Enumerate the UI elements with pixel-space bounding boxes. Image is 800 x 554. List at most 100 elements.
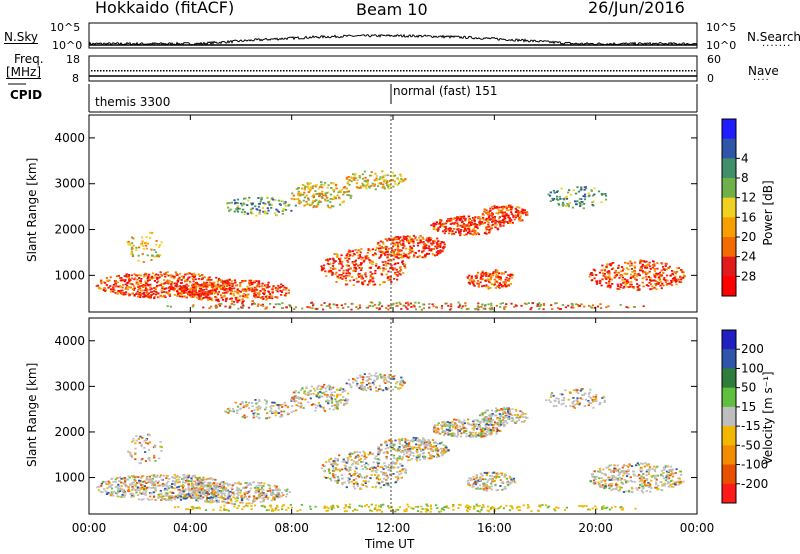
freq-point (118, 70, 120, 72)
data-cell (625, 282, 628, 285)
data-cell (353, 253, 356, 256)
data-cell (232, 294, 235, 297)
data-cell (138, 285, 142, 288)
freq-point (100, 70, 102, 72)
data-cell (363, 453, 367, 456)
data-cell (601, 193, 604, 196)
data-cell (374, 474, 377, 476)
data-cell (331, 398, 334, 401)
data-cell (350, 480, 353, 483)
data-cell (321, 197, 324, 199)
data-cell (580, 188, 583, 191)
data-cell (567, 304, 570, 307)
data-cell (124, 293, 127, 296)
data-cell (203, 484, 206, 487)
data-cell (143, 440, 146, 442)
data-cell (148, 294, 151, 297)
data-cell (263, 289, 266, 292)
data-cell (486, 212, 489, 215)
data-cell (417, 444, 420, 446)
data-cell (312, 392, 315, 395)
data-cell (119, 279, 122, 282)
data-cell (135, 281, 138, 284)
data-cell (362, 184, 365, 186)
data-cell (268, 285, 271, 288)
data-cell (295, 400, 298, 402)
data-cell (387, 279, 390, 281)
data-cell (495, 223, 498, 226)
data-cell (465, 233, 468, 236)
data-cell (219, 287, 222, 290)
data-cell (117, 491, 120, 494)
data-cell (395, 256, 399, 259)
data-cell (498, 211, 501, 214)
data-cell (142, 475, 145, 477)
data-cell (258, 292, 261, 295)
data-cell (363, 180, 366, 182)
data-cell (483, 272, 486, 275)
data-cell (251, 300, 254, 302)
data-cell (160, 478, 163, 481)
data-cell (251, 303, 254, 305)
data-cell (399, 270, 402, 272)
data-cell (207, 489, 210, 492)
data-cell (347, 477, 350, 479)
data-cell (214, 290, 217, 293)
data-cell (351, 276, 354, 278)
data-cell (182, 485, 185, 487)
data-cell (127, 240, 130, 243)
data-cell (497, 276, 500, 278)
data-cell (342, 390, 345, 392)
data-cell (407, 252, 410, 255)
data-cell (271, 288, 274, 291)
data-cell (185, 289, 188, 292)
data-cell (527, 302, 530, 304)
data-cell (268, 484, 271, 487)
data-cell (400, 249, 403, 252)
data-cell (360, 461, 363, 463)
data-cell (422, 451, 425, 454)
data-cell (338, 196, 341, 199)
data-cell (641, 260, 644, 263)
data-cell (130, 236, 134, 239)
data-cell (490, 307, 493, 309)
data-cell (268, 293, 271, 295)
data-cell (217, 493, 220, 496)
data-cell (189, 495, 192, 498)
data-cell (263, 284, 266, 287)
data-cell (275, 485, 278, 488)
data-cell (262, 492, 265, 495)
data-cell (154, 499, 157, 501)
data-cell (394, 243, 397, 245)
data-cell (498, 282, 501, 285)
data-cell (333, 476, 336, 479)
freq-point (211, 70, 213, 72)
data-cell (99, 287, 102, 290)
data-cell (399, 266, 402, 269)
data-cell (467, 307, 470, 310)
data-cell (131, 487, 134, 490)
data-cell (119, 277, 122, 279)
data-cell (131, 254, 135, 257)
data-cell (348, 468, 351, 471)
data-cell (312, 304, 315, 307)
data-cell (215, 499, 218, 502)
data-cell (460, 307, 463, 310)
data-cell (332, 259, 335, 262)
data-cell (200, 479, 203, 482)
data-cell (256, 401, 259, 404)
freq-point (637, 70, 639, 72)
data-cell (681, 271, 684, 273)
data-cell (654, 283, 657, 285)
data-cell (396, 471, 399, 473)
data-cell (502, 281, 506, 283)
data-cell (497, 209, 500, 211)
data-cell (208, 293, 212, 296)
nsearch-tick-bottom: 10^0 (706, 39, 737, 52)
data-cell (428, 249, 431, 252)
data-cell (494, 223, 497, 226)
data-cell (132, 495, 135, 498)
data-cell (682, 271, 685, 274)
data-cell (395, 458, 398, 460)
data-cell (360, 262, 363, 265)
